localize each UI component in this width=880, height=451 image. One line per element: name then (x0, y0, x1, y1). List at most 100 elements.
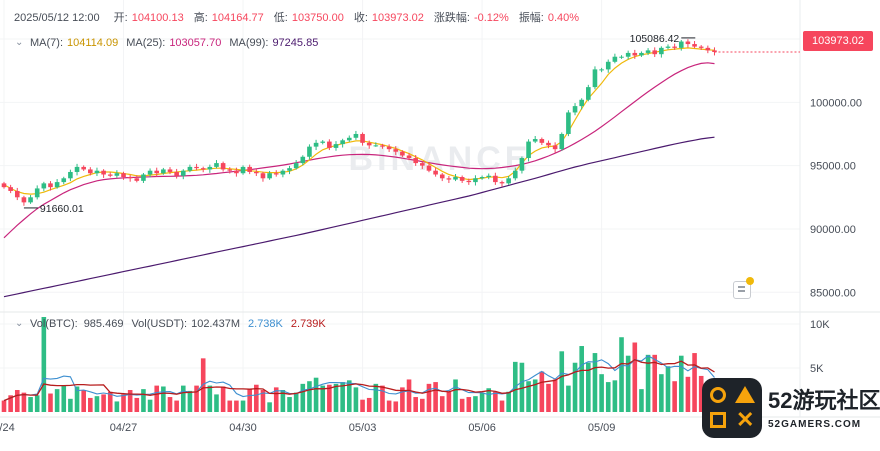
candle (506, 176, 511, 185)
candle-body (599, 69, 604, 71)
candle (486, 173, 492, 180)
ma25-label: MA(25): (126, 37, 166, 49)
volume-bar (665, 366, 671, 412)
candle-body (141, 174, 146, 181)
volume-bar (605, 382, 611, 412)
volume-bar (346, 380, 352, 412)
ohlc-legend: 2025/05/12 12:00 开: 104100.13 高: 104164.77 低:… (14, 9, 579, 25)
candle-body (187, 166, 193, 171)
candle-body (665, 46, 671, 48)
candle-body (453, 177, 458, 180)
ma-collapse-chevron-icon[interactable]: ⌄ (15, 37, 24, 48)
candle-body (8, 187, 13, 191)
candle-body (705, 47, 711, 51)
volume-bar (227, 400, 233, 412)
candle-body (439, 174, 445, 179)
candle (200, 166, 206, 173)
volume-bar (532, 379, 538, 412)
candle (207, 164, 213, 173)
volume-bar (539, 371, 545, 412)
candle (1, 181, 7, 189)
candle (645, 48, 651, 56)
candle (612, 53, 618, 64)
current-price-value: 103973.02 (812, 35, 864, 47)
open-value: 104100.13 (131, 12, 184, 24)
candle-body (380, 145, 385, 147)
time-tick-label: 05/09 (588, 422, 616, 434)
candle-body (685, 41, 691, 45)
candle-body (486, 175, 492, 178)
candle (287, 165, 292, 175)
volume-bar (280, 390, 286, 412)
volume-bar (260, 390, 266, 412)
candle-body (287, 168, 292, 171)
candle-body (81, 166, 86, 170)
volume-legend: Vol(BTC): 985.469 Vol(USDT): 102.437M 2.738K… (30, 318, 326, 330)
volume-bar (672, 381, 677, 412)
candle (439, 172, 445, 182)
candle-body (214, 163, 219, 167)
volume-bar (114, 401, 120, 412)
candle-body (546, 142, 551, 146)
candle (433, 167, 438, 177)
candle (121, 171, 126, 180)
candle-body (459, 177, 465, 181)
candle (8, 184, 13, 194)
volume-bar (579, 346, 584, 412)
candle (101, 169, 106, 178)
notes-icon[interactable] (733, 277, 754, 299)
volume-bar (506, 391, 511, 412)
price-tick-label: 95000.00 (810, 161, 856, 173)
candle-body (586, 87, 591, 100)
candle (34, 185, 40, 200)
candle (539, 137, 545, 145)
candle-body (592, 69, 598, 88)
high-value: 104164.77 (211, 12, 264, 24)
candle-body (579, 99, 584, 107)
candle-body (154, 170, 160, 174)
candle (665, 44, 671, 50)
volume-bar (592, 353, 598, 412)
candle-body (21, 197, 27, 203)
volume-bar (692, 353, 697, 412)
volume-bar (313, 377, 319, 412)
candle-body (48, 183, 53, 188)
candle-body (526, 141, 531, 159)
candle-body (320, 141, 326, 143)
volume-bar (121, 394, 126, 412)
volume-bar (61, 385, 67, 412)
candle-body (625, 52, 631, 57)
candle-body (499, 182, 505, 184)
volume-bar (333, 383, 339, 412)
candle-body (566, 112, 571, 134)
candle (267, 170, 272, 180)
volume-bar (28, 397, 33, 412)
candle-body (532, 139, 538, 142)
candle-body (307, 146, 312, 157)
volume-bar (659, 374, 664, 412)
candle-body (366, 142, 372, 146)
candle-body (712, 50, 717, 53)
time-tick-label: 05/03 (349, 422, 377, 434)
ma7-value: 104114.09 (67, 37, 119, 49)
ma99-value: 97245.85 (272, 37, 319, 49)
price-tick-label: 85000.00 (810, 287, 856, 299)
candle-body (1, 183, 7, 188)
volume-bar (247, 389, 252, 412)
volume-tick-label: 5K (810, 363, 824, 375)
volume-bar (154, 385, 160, 412)
candle (107, 172, 113, 178)
price-tick-label: 90000.00 (810, 224, 856, 236)
candle (453, 173, 458, 182)
volume-collapse-chevron-icon[interactable]: ⌄ (15, 318, 24, 329)
candle (406, 153, 412, 161)
candle (493, 172, 498, 185)
candle (639, 51, 644, 57)
candle (88, 167, 93, 176)
current-price-tag: 103973.02 (803, 31, 873, 51)
volume-bar (559, 351, 565, 412)
volume-tick-label: 10K (810, 319, 830, 331)
candle-body (88, 169, 93, 174)
volume-bar (406, 379, 412, 412)
candle (678, 40, 684, 51)
